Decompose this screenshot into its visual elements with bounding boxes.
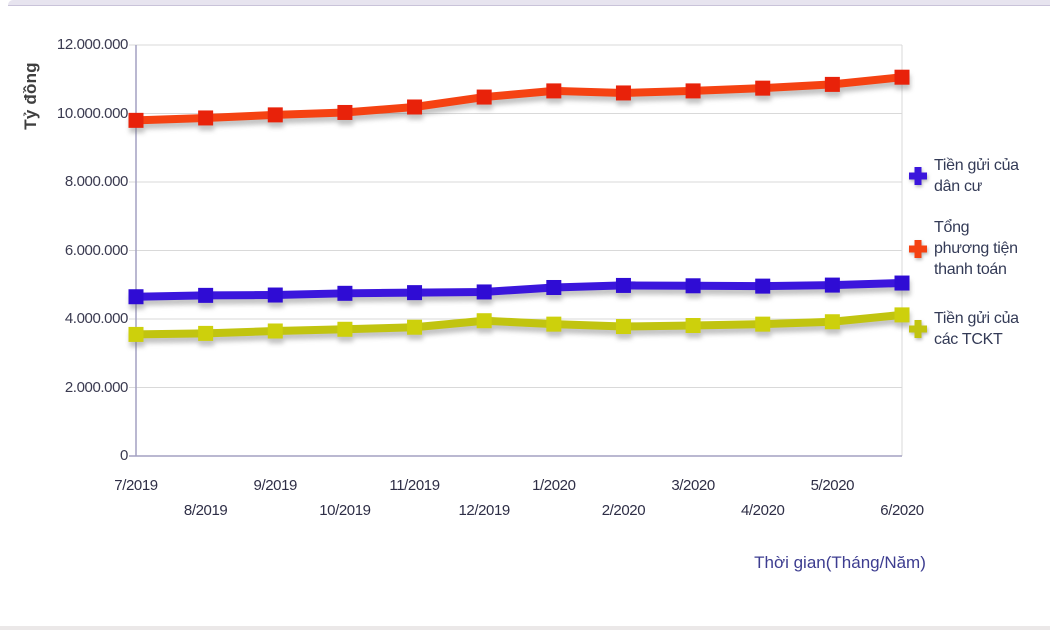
data-point-marker <box>337 321 353 337</box>
data-point-marker <box>824 76 840 92</box>
data-point-marker <box>615 319 631 335</box>
data-point-marker <box>407 319 423 335</box>
x-tick-label: 9/2019 <box>253 477 298 494</box>
data-point-marker <box>685 83 701 99</box>
y-tick-label: 0 <box>120 447 128 464</box>
series-path <box>132 73 906 125</box>
data-point-marker <box>198 287 214 303</box>
legend-label: Tổng phương tiện thanh toán <box>934 219 1018 278</box>
series-line-0 <box>128 275 910 305</box>
data-point-marker <box>546 83 562 99</box>
data-point-marker <box>198 110 214 126</box>
data-point-marker <box>407 99 423 115</box>
data-point-marker <box>546 316 562 332</box>
x-tick-label: 6/2020 <box>880 502 924 519</box>
y-tick-label: 6.000.000 <box>64 241 129 259</box>
series-path <box>132 279 906 301</box>
data-point-marker <box>267 287 283 303</box>
data-point-marker <box>755 316 771 332</box>
data-point-marker <box>615 85 631 101</box>
data-point-marker <box>267 107 283 123</box>
x-tick-label: 10/2019 <box>319 502 371 519</box>
data-point-marker <box>824 277 840 293</box>
data-point-marker <box>476 89 492 105</box>
window-bottom-strip <box>0 626 1050 630</box>
x-tick-label: 7/2019 <box>114 477 158 494</box>
data-point-marker <box>267 323 283 339</box>
data-point-marker <box>685 278 701 294</box>
data-point-marker <box>615 277 631 293</box>
data-point-marker <box>894 275 910 291</box>
data-point-marker <box>546 279 562 295</box>
y-tick-label: 12.000.000 <box>56 36 128 53</box>
data-point-marker <box>128 326 144 342</box>
data-point-marker <box>755 278 771 294</box>
y-tick-label: 4.000.000 <box>64 310 129 327</box>
x-axis-title: Thời gian(Tháng/Năm) <box>754 553 926 572</box>
y-tick-label: 2.000.000 <box>64 378 129 396</box>
x-tick-label: 4/2020 <box>740 502 785 519</box>
series-line-2 <box>128 307 910 342</box>
x-tick-label: 3/2020 <box>671 477 715 494</box>
data-point-marker <box>894 307 910 323</box>
legend-plus-icon <box>909 320 927 338</box>
data-point-marker <box>407 285 423 301</box>
legend-item-0: Tiền gửi của dân cư <box>908 155 1019 197</box>
data-point-marker <box>755 80 771 96</box>
data-point-marker <box>198 325 214 341</box>
data-point-marker <box>128 289 144 305</box>
x-tick-label: 8/2019 <box>183 502 228 519</box>
window-top-strip <box>8 0 1050 6</box>
legend-label: Tiền gửi của dân cư <box>934 157 1019 195</box>
data-point-marker <box>337 104 353 120</box>
legend-label: Tiền gửi của các TCKT <box>934 310 1019 348</box>
y-tick-label: 8.000.000 <box>64 173 129 190</box>
x-tick-label: 11/2019 <box>389 477 440 494</box>
data-point-marker <box>128 112 144 128</box>
x-tick-label: 12/2019 <box>458 502 510 519</box>
data-point-marker <box>476 313 492 329</box>
series-path <box>132 310 906 339</box>
x-tick-label: 1/2020 <box>532 477 576 494</box>
legend-plus-icon <box>909 167 927 185</box>
data-point-marker <box>337 285 353 301</box>
data-point-marker <box>824 314 840 330</box>
legend-item-2: Tiền gửi của các TCKT <box>908 308 1019 350</box>
x-tick-label: 5/2020 <box>810 477 855 494</box>
legend-plus-icon <box>909 239 927 258</box>
legend-item-1: Tổng phương tiện thanh toán <box>908 217 1018 280</box>
data-point-marker <box>685 318 701 334</box>
y-tick-label: 10.000.000 <box>56 104 128 122</box>
x-tick-label: 2/2020 <box>601 502 646 519</box>
data-point-marker <box>894 69 910 85</box>
data-point-marker <box>476 284 492 300</box>
series-line-1 <box>128 69 910 128</box>
